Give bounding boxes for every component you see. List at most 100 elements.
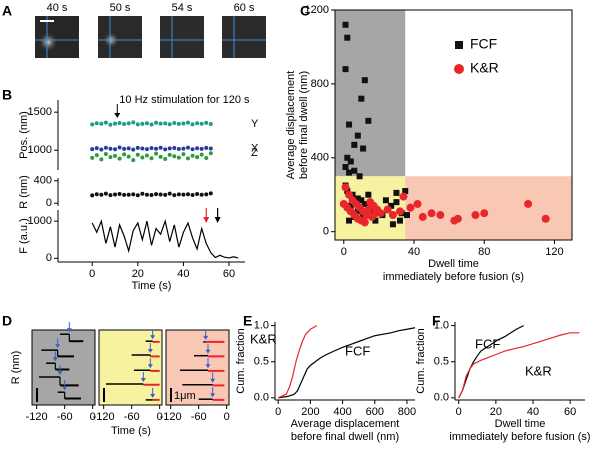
y-tick-label: 0 [46,197,52,209]
panel-label: E [243,313,252,329]
y-tick-label: 0.0 [254,392,269,404]
panel-label: B [2,87,12,103]
line [278,327,416,399]
marker [372,217,379,224]
marker [117,191,122,196]
marker [341,183,350,192]
vesicle [38,32,58,52]
y-tick-label: 1.0 [254,320,269,332]
line [277,325,318,399]
line [458,325,524,399]
marker [163,121,168,126]
marker [158,121,163,126]
x-tick-label: -60 [191,411,207,423]
marker [90,147,95,152]
marker [176,121,181,126]
marker [126,192,131,197]
axis-label: Cum. fraction [235,328,247,393]
x-tick-label: 40 [408,246,420,258]
marker [185,120,190,125]
series-label: Y [251,118,259,130]
y-tick-label: 0.0 [434,392,449,404]
marker [342,66,349,73]
marker [204,120,209,125]
frame-label: 40 s [47,2,68,14]
marker [126,154,131,159]
arrow-head [114,113,121,118]
x-tick-label: 60 [223,268,235,280]
y-tick-label: 400 [34,175,52,187]
marker [351,167,358,174]
arrow-head [66,328,72,333]
marker [354,195,361,202]
marker [131,158,136,163]
marker [117,145,122,150]
marker [190,193,195,198]
marker [190,153,195,158]
marker [90,122,95,127]
marker [199,192,204,197]
panel-bg [98,329,163,406]
marker [406,203,415,212]
marker [113,147,118,152]
marker [94,153,99,158]
marker [131,147,136,152]
marker [358,197,365,204]
marker [149,146,154,151]
marker [208,146,213,151]
axis-label: before final dwell (nm) [291,431,399,443]
y-tick-label: 0.5 [254,356,269,368]
panel-label: D [2,313,12,329]
panel-label: A [2,3,12,19]
marker [199,121,204,126]
arrow-head [214,217,221,223]
frame [160,16,204,58]
marker [388,211,397,220]
marker [361,77,368,84]
arrow-head [57,371,63,375]
region [405,176,572,240]
x-tick-label: 0 [456,406,462,418]
marker [149,156,154,161]
x-tick-label: 800 [398,406,416,418]
marker [418,212,427,221]
marker [135,152,140,157]
x-tick-label: 0 [341,246,347,258]
marker [163,156,168,161]
marker [158,154,163,159]
marker [103,191,108,196]
marker [342,21,349,28]
marker [364,205,373,214]
y-tick-label: 0.5 [434,356,449,368]
marker [158,192,163,197]
marker [208,121,213,126]
series-label: K&R [525,363,552,378]
arrow-head [55,344,61,349]
marker [172,193,177,198]
marker [347,158,354,165]
axis-label: before final dwell (nm) [298,71,310,179]
axis-label: Time (s) [111,425,151,437]
marker [131,192,136,197]
marker [204,192,209,197]
marker [361,200,368,207]
marker [122,152,127,157]
marker [103,120,108,125]
arrow-head [52,357,58,362]
marker [344,188,351,195]
marker [190,122,195,127]
marker [167,191,172,196]
frame-label: 60 s [234,2,255,14]
marker [103,145,108,150]
axis-label: R (nm) [10,351,22,385]
y-tick-label: 400 [311,152,329,164]
marker [371,209,380,218]
marker [176,147,181,151]
marker [204,145,209,150]
marker [413,199,422,208]
x-tick-label: -120 [26,411,48,423]
axis-label: Average displacement [291,418,400,430]
marker [158,145,163,150]
arrow-head [203,335,209,340]
